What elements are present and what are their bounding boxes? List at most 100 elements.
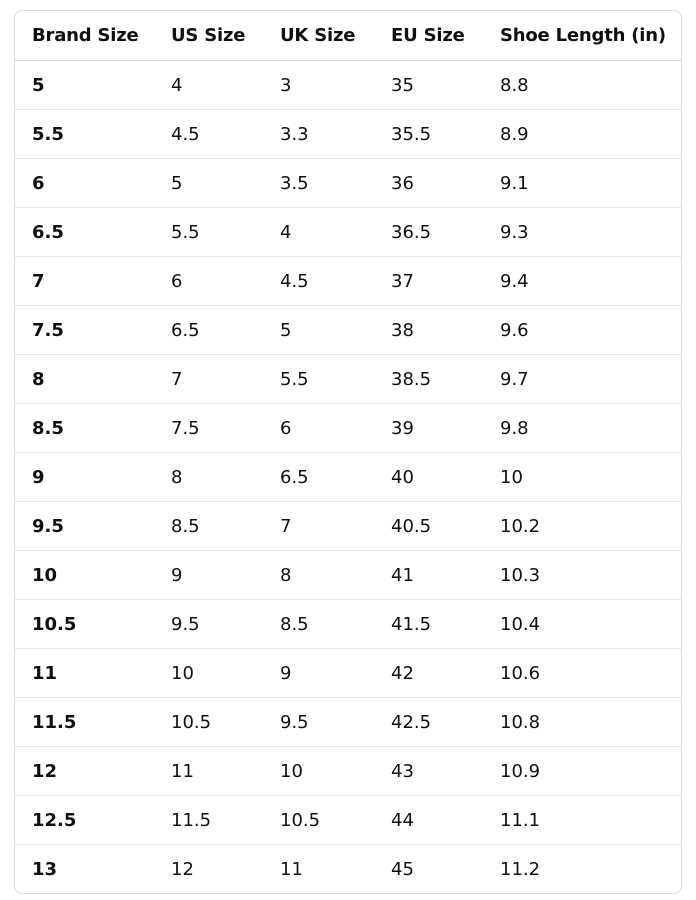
shoe-length-cell: 9.8: [483, 403, 681, 453]
shoe-length-cell: 11.1: [483, 795, 681, 845]
table-row: 7.5 6.5 5 38 9.6: [15, 305, 681, 355]
eu-size-cell: 37: [374, 256, 483, 306]
us-size-cell: 12: [171, 858, 194, 880]
us-size-cell: 4.5: [154, 109, 263, 159]
uk-size-cell: 5.5: [263, 354, 374, 404]
brand-size-cell: 12.5: [15, 795, 154, 845]
table-row: 12 11 10 43 10.9: [15, 746, 681, 796]
eu-size-cell: 38.5: [374, 354, 483, 404]
brand-size-cell: 10.5: [15, 599, 154, 649]
us-size-cell: 11: [154, 746, 263, 796]
shoe-length-cell: 10.3: [483, 550, 681, 600]
shoe-length-cell: 8.9: [483, 109, 681, 159]
header-us-size: US Size: [154, 11, 263, 61]
table-row: 6 5 3.5 36 9.1: [15, 158, 681, 208]
eu-size-cell: 43: [374, 746, 483, 796]
eu-size-cell: 39: [374, 403, 483, 453]
uk-size-cell: 11: [280, 858, 303, 880]
header-shoe-length: Shoe Length (in): [483, 11, 681, 61]
us-size-cell: 7.5: [154, 403, 263, 453]
uk-size-cell: 9: [263, 648, 374, 698]
brand-size-cell: 7.5: [15, 305, 154, 355]
shoe-length-cell: 10.2: [483, 501, 681, 551]
brand-size-cell: 13: [32, 858, 58, 880]
us-size-cell: 11.5: [154, 795, 263, 845]
uk-size-cell: 10.5: [263, 795, 374, 845]
table-row: 11.5 10.5 9.5 42.5 10.8: [15, 697, 681, 747]
shoe-length-cell: 9.7: [483, 354, 681, 404]
table-row: 13 12 11 45 11.2: [15, 845, 681, 894]
table-row: 5 4 3 35 8.8: [15, 60, 681, 110]
uk-size-cell: 8.5: [263, 599, 374, 649]
us-size-cell: 5: [154, 158, 263, 208]
brand-size-cell: 7: [15, 256, 154, 306]
brand-size-cell: 5: [15, 60, 154, 110]
table-row: 6.5 5.5 4 36.5 9.3: [15, 207, 681, 257]
table-row: 8.5 7.5 6 39 9.8: [15, 403, 681, 453]
table-row: 10 9 8 41 10.3: [15, 550, 681, 600]
table-header: Brand Size US Size UK Size EU Size Shoe …: [15, 11, 681, 61]
us-size-cell: 10.5: [154, 697, 263, 747]
brand-size-cell: 11: [15, 648, 154, 698]
eu-size-cell: 36: [374, 158, 483, 208]
shoe-length-cell: 10: [483, 452, 681, 502]
uk-size-cell: 5: [263, 305, 374, 355]
header-brand-size: Brand Size: [15, 11, 154, 61]
eu-size-cell: 35.5: [374, 109, 483, 159]
shoe-length-cell: 10.8: [483, 697, 681, 747]
shoe-length-cell: 10.9: [483, 746, 681, 796]
us-size-cell: 4: [154, 60, 263, 110]
table-row: 11 10 9 42 10.6: [15, 648, 681, 698]
uk-size-cell: 6.5: [263, 452, 374, 502]
us-size-cell: 10: [154, 648, 263, 698]
size-chart-container: Brand Size US Size UK Size EU Size Shoe …: [14, 10, 682, 894]
table-row: 7 6 4.5 37 9.4: [15, 256, 681, 306]
shoe-length-cell: 9.6: [483, 305, 681, 355]
uk-size-cell: 8: [263, 550, 374, 600]
us-size-cell: 9: [154, 550, 263, 600]
eu-size-cell: 40: [374, 452, 483, 502]
brand-size-cell: 11.5: [15, 697, 154, 747]
us-size-cell: 5.5: [154, 207, 263, 257]
shoe-length-cell: 9.1: [483, 158, 681, 208]
uk-size-cell: 3: [263, 60, 374, 110]
shoe-length-cell: 10.4: [483, 599, 681, 649]
uk-size-cell: 10: [263, 746, 374, 796]
brand-size-cell: 6: [15, 158, 154, 208]
shoe-length-cell: 8.8: [483, 60, 681, 110]
shoe-length-cell: 11.2: [500, 858, 541, 880]
uk-size-cell: 9.5: [263, 697, 374, 747]
uk-size-cell: 4.5: [263, 256, 374, 306]
table-row: 5.5 4.5 3.3 35.5 8.9: [15, 109, 681, 159]
eu-size-cell: 36.5: [374, 207, 483, 257]
eu-size-cell: 41: [374, 550, 483, 600]
brand-size-cell: 9: [15, 452, 154, 502]
shoe-length-cell: 9.3: [483, 207, 681, 257]
brand-size-cell: 10: [15, 550, 154, 600]
eu-size-cell: 45: [391, 858, 414, 880]
eu-size-cell: 44: [374, 795, 483, 845]
shoe-length-cell: 10.6: [483, 648, 681, 698]
eu-size-cell: 41.5: [374, 599, 483, 649]
uk-size-cell: 4: [263, 207, 374, 257]
brand-size-cell: 8.5: [15, 403, 154, 453]
eu-size-cell: 40.5: [374, 501, 483, 551]
uk-size-cell: 7: [263, 501, 374, 551]
eu-size-cell: 35: [374, 60, 483, 110]
us-size-cell: 8: [154, 452, 263, 502]
eu-size-cell: 38: [374, 305, 483, 355]
table-row: 8 7 5.5 38.5 9.7: [15, 354, 681, 404]
us-size-cell: 6.5: [154, 305, 263, 355]
header-eu-size: EU Size: [374, 11, 483, 61]
table-row: 12.5 11.5 10.5 44 11.1: [15, 795, 681, 845]
header-row: Brand Size US Size UK Size EU Size Shoe …: [15, 11, 681, 61]
uk-size-cell: 6: [263, 403, 374, 453]
brand-size-cell: 8: [15, 354, 154, 404]
table-row: 10.5 9.5 8.5 41.5 10.4: [15, 599, 681, 649]
us-size-cell: 6: [154, 256, 263, 306]
us-size-cell: 9.5: [154, 599, 263, 649]
uk-size-cell: 3.5: [263, 158, 374, 208]
brand-size-cell: 9.5: [15, 501, 154, 551]
us-size-cell: 7: [154, 354, 263, 404]
eu-size-cell: 42: [374, 648, 483, 698]
